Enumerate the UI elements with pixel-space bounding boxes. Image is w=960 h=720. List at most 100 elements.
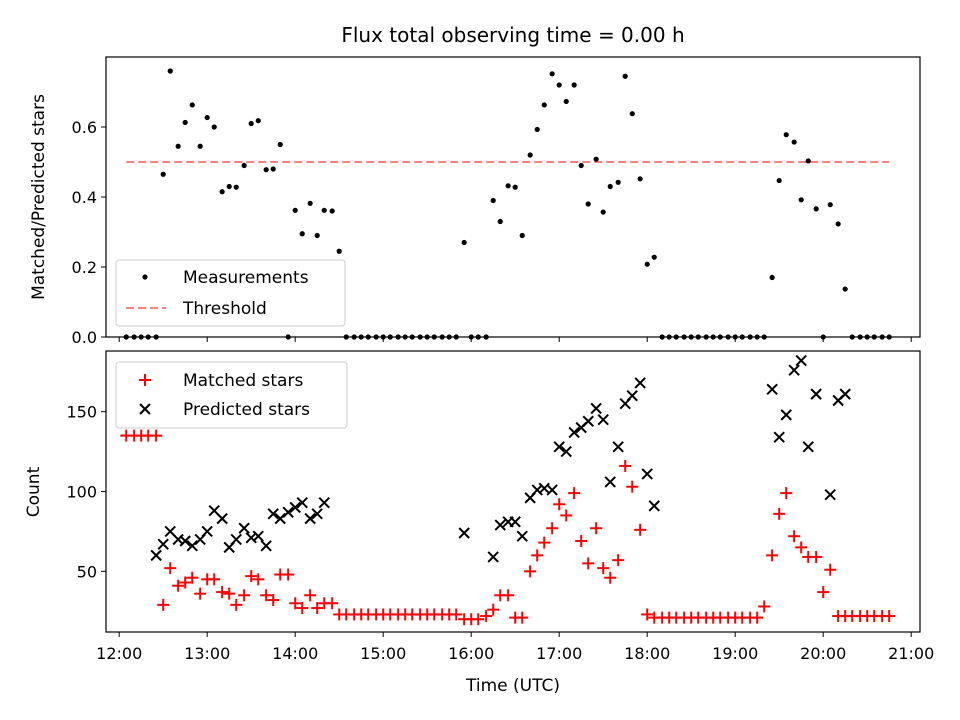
predicted-star-point — [560, 445, 572, 458]
predicted-star-point — [824, 488, 836, 501]
top-legend: Measurements Threshold — [115, 259, 346, 327]
predicted-star-point — [274, 512, 286, 525]
predicted-star-point — [252, 530, 264, 542]
predicted-star-point — [626, 389, 638, 402]
matched-star-point — [560, 509, 573, 522]
matched-star-point — [296, 602, 309, 615]
legend-matched-stars-label: Matched stars — [183, 371, 303, 391]
matched-star-point — [487, 603, 500, 616]
bottom-x-tick-label: 13:00 — [184, 644, 230, 663]
measurement-point — [571, 82, 577, 88]
bottom-legend-box — [115, 361, 348, 429]
measurement-point — [835, 221, 841, 227]
predicted-star-point — [634, 377, 646, 389]
bottom-x-tick-label: 19:00 — [712, 644, 758, 663]
predicted-star-point — [487, 551, 499, 563]
predicted-star-point — [810, 388, 822, 400]
predicted-star-point — [179, 535, 191, 547]
matched-star-point — [157, 598, 170, 611]
measurement-point — [791, 139, 797, 145]
top-y-tick-label: 0.4 — [72, 188, 97, 207]
measurement-point — [629, 111, 635, 117]
top-legend-box — [115, 259, 346, 327]
matched-star-point — [179, 576, 192, 589]
legend-measurements-label: Measurements — [183, 268, 309, 288]
measurement-point — [505, 183, 511, 189]
measurement-point — [607, 183, 613, 190]
matched-star-point — [472, 613, 485, 626]
bottom-y-axis-label: Count — [24, 466, 44, 517]
predicted-star-point — [201, 525, 213, 538]
bottom-x-tick-label: 21:00 — [888, 644, 934, 663]
legend-measurements-marker — [142, 274, 148, 280]
measurement-point — [175, 143, 181, 149]
measurement-point — [314, 232, 320, 239]
measurement-point — [534, 126, 540, 133]
predicted-star-point — [546, 484, 558, 496]
matched-star-point — [150, 429, 163, 442]
matched-star-point — [216, 586, 229, 599]
predicted-star-point — [604, 476, 616, 488]
measurement-point — [776, 177, 782, 184]
measurement-point — [299, 231, 305, 237]
measurement-point — [321, 207, 327, 213]
bottom-x-axis-label: Time (UTC) — [465, 676, 560, 696]
bottom-x-tick-label: 20:00 — [800, 644, 846, 663]
predicted-star-point — [795, 354, 807, 367]
bottom-x-tick-label: 15:00 — [360, 644, 406, 663]
matched-star-point — [619, 459, 632, 472]
bottom-axes: 50 100 150 12:00 13:00 14:00 15:00 16:00 17:00 1… — [24, 350, 934, 696]
legend-predicted-stars-label: Predicted stars — [183, 400, 310, 420]
matched-star-point — [634, 523, 647, 536]
predicted-star-point — [289, 501, 301, 514]
measurement-point — [329, 208, 335, 214]
measurement-point — [270, 166, 276, 172]
measurement-point — [336, 248, 342, 254]
measurement-point — [490, 197, 496, 204]
legend-matched-stars-marker — [139, 374, 151, 386]
predicted-star-point — [773, 431, 785, 443]
legend-predicted-stars-marker — [139, 403, 151, 415]
measurement-point — [827, 202, 833, 208]
measurement-point — [263, 167, 269, 173]
predicted-star-point — [648, 500, 660, 512]
predicted-star-point — [296, 496, 308, 509]
bottom-x-tick-label: 18:00 — [624, 644, 670, 663]
measurement-point — [556, 82, 562, 88]
predicted-star-point — [311, 508, 323, 520]
matched-star-point — [626, 480, 639, 493]
matched-star-point — [252, 573, 265, 586]
predicted-star-point — [553, 441, 565, 453]
matched-star-point — [824, 563, 837, 576]
measurement-point — [512, 184, 518, 190]
matched-star-point — [883, 610, 896, 623]
measurement-point — [541, 102, 547, 108]
bottom-y-tick-label: 100 — [66, 483, 97, 502]
matched-star-point — [810, 550, 823, 563]
predicted-star-point — [766, 383, 778, 396]
measurement-point — [189, 102, 195, 108]
matched-star-point — [553, 498, 566, 511]
top-y-tick-label: 0.6 — [72, 118, 97, 137]
matched-star-point — [267, 594, 280, 607]
top-y-tick-label: 0.2 — [72, 258, 97, 277]
matched-star-point — [641, 608, 654, 621]
predicted-star-point — [150, 549, 162, 562]
measurement-point — [248, 120, 254, 127]
matched-star-point — [546, 522, 559, 535]
matched-star-point — [502, 589, 515, 602]
matched-star-point — [604, 571, 617, 584]
predicted-star-point — [458, 527, 470, 539]
matched-star-point — [304, 589, 317, 602]
measurement-point — [842, 286, 848, 292]
measurement-point — [233, 184, 239, 190]
measurement-point — [651, 254, 657, 260]
predicted-star-point — [612, 441, 624, 453]
measurement-point — [519, 232, 525, 239]
matched-star-point — [568, 487, 581, 500]
matched-star-point — [590, 522, 603, 535]
measurement-point — [461, 239, 467, 246]
matched-star-point — [575, 534, 588, 547]
matched-star-point — [238, 589, 251, 602]
